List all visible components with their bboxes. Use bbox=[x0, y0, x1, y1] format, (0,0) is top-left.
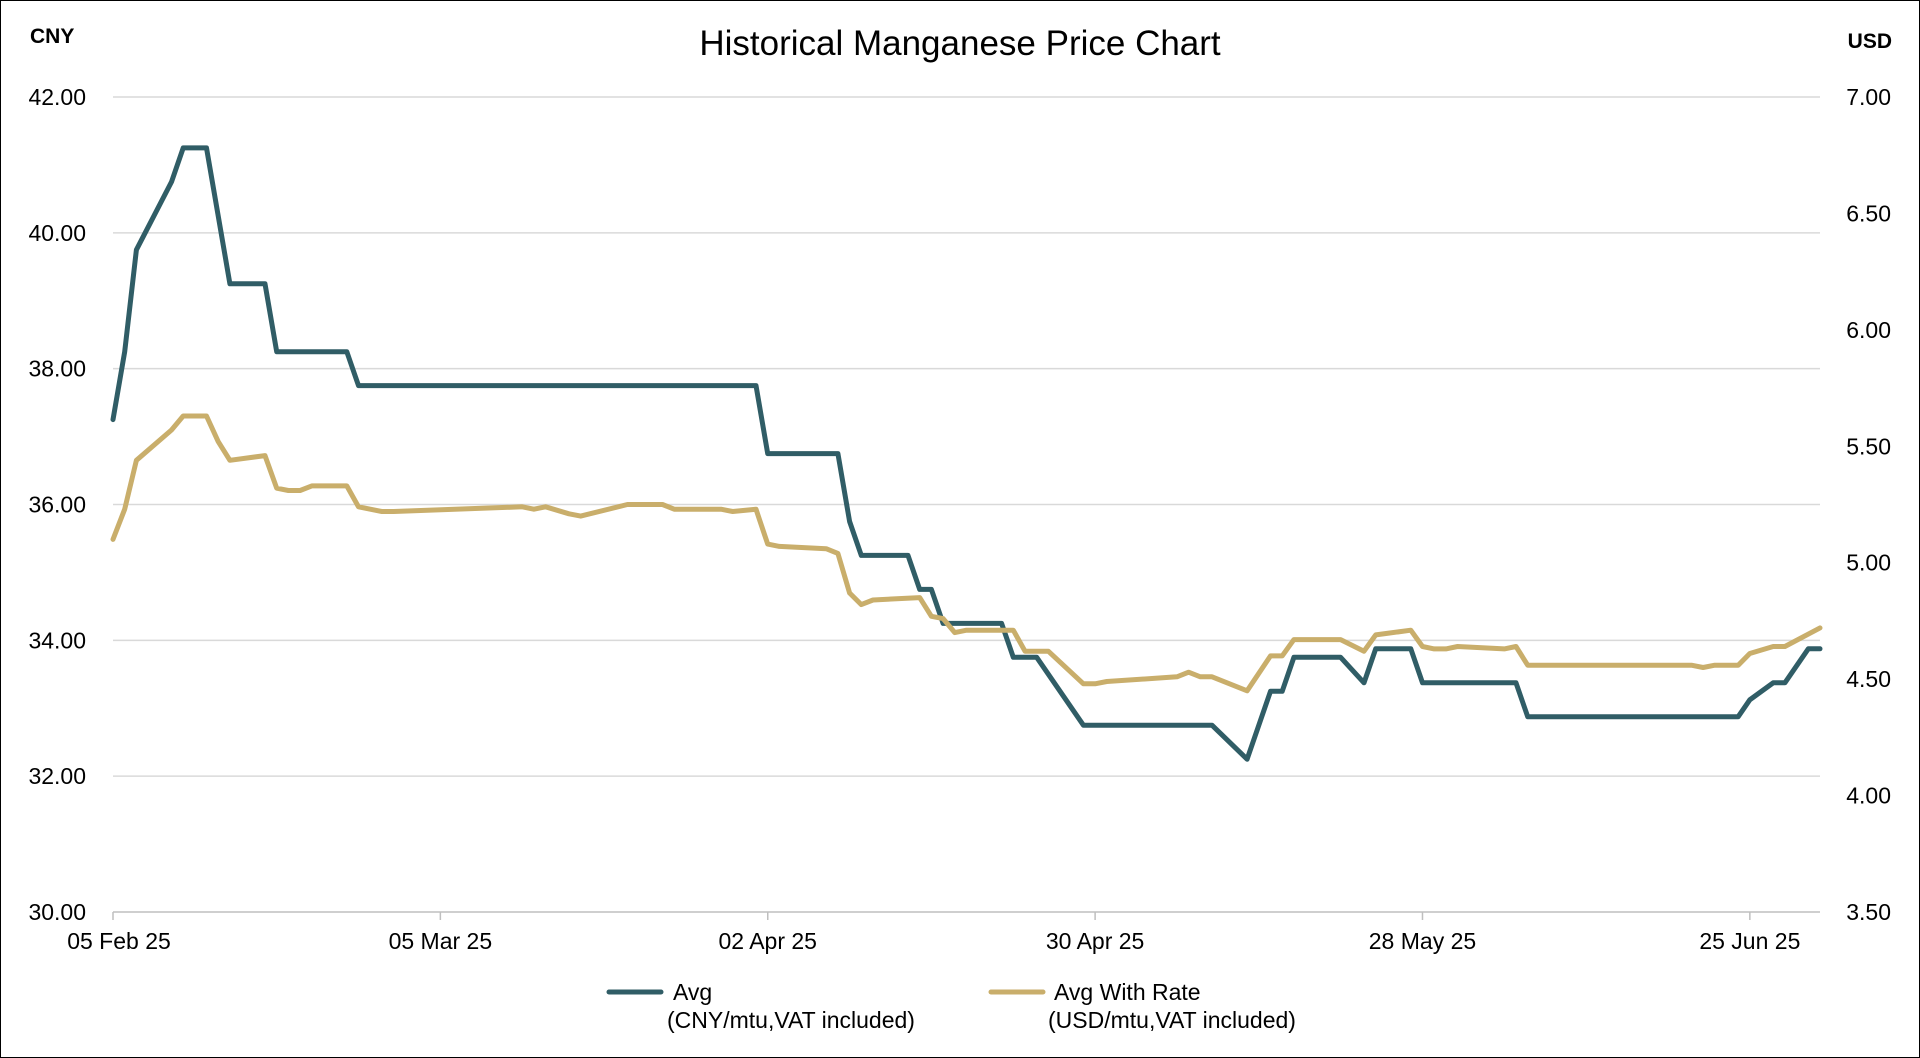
left-axis-unit: CNY bbox=[30, 25, 74, 48]
legend-item-avg[interactable]: Avg (CNY/mtu,VAT included) bbox=[606, 979, 915, 1033]
series-lines bbox=[110, 145, 1823, 762]
left-y-tick-label: 34.00 bbox=[28, 627, 86, 653]
left-y-axis: 30.00 32.00 34.00 36.00 38.00 40.00 42.00 bbox=[28, 84, 86, 925]
x-tick-label: 30 Apr 25 bbox=[1046, 928, 1144, 954]
right-y-tick-label: 5.50 bbox=[1846, 433, 1891, 459]
x-axis: 05 Feb 25 05 Mar 25 02 Apr 25 30 Apr 25 28 M… bbox=[67, 911, 1820, 954]
right-y-tick-label: 7.00 bbox=[1846, 84, 1891, 110]
x-tick-label: 05 Mar 25 bbox=[389, 928, 493, 954]
left-y-tick-label: 36.00 bbox=[28, 492, 86, 518]
right-y-tick-label: 6.00 bbox=[1846, 317, 1891, 343]
legend-label-avg-with-rate: Avg With Rate bbox=[1054, 979, 1201, 1005]
legend-sublabel-avg: (CNY/mtu,VAT included) bbox=[667, 1007, 915, 1033]
chart-title: Historical Manganese Price Chart bbox=[699, 24, 1221, 63]
left-y-tick-label: 38.00 bbox=[28, 356, 86, 382]
legend: Avg (CNY/mtu,VAT included) Avg With Rate… bbox=[606, 979, 1296, 1033]
x-tick-label: 05 Feb 25 bbox=[67, 928, 171, 954]
x-tick-label: 28 May 25 bbox=[1369, 928, 1476, 954]
right-y-tick-label: 3.50 bbox=[1846, 899, 1891, 925]
left-y-tick-label: 42.00 bbox=[28, 84, 86, 110]
legend-sublabel-avg-with-rate: (USD/mtu,VAT included) bbox=[1048, 1007, 1296, 1033]
left-y-tick-label: 40.00 bbox=[28, 220, 86, 246]
right-y-tick-label: 4.00 bbox=[1846, 783, 1891, 809]
left-y-tick-label: 30.00 bbox=[28, 899, 86, 925]
series-line-avg-with-rate bbox=[110, 413, 1823, 694]
x-tick-label: 02 Apr 25 bbox=[719, 928, 817, 954]
series-line-avg bbox=[110, 145, 1823, 762]
legend-label-avg: Avg bbox=[673, 979, 712, 1005]
x-tick-label: 25 Jun 25 bbox=[1699, 928, 1800, 954]
gridlines bbox=[113, 96, 1820, 777]
right-y-axis: 3.50 4.00 4.50 5.00 5.50 6.00 6.50 7.00 bbox=[1846, 84, 1891, 925]
left-y-tick-label: 32.00 bbox=[28, 763, 86, 789]
right-y-tick-label: 4.50 bbox=[1846, 666, 1891, 692]
right-y-tick-label: 5.00 bbox=[1846, 550, 1891, 576]
legend-item-avg-with-rate[interactable]: Avg With Rate (USD/mtu,VAT included) bbox=[988, 979, 1296, 1033]
right-axis-unit: USD bbox=[1848, 30, 1892, 53]
right-y-tick-label: 6.50 bbox=[1846, 200, 1891, 226]
